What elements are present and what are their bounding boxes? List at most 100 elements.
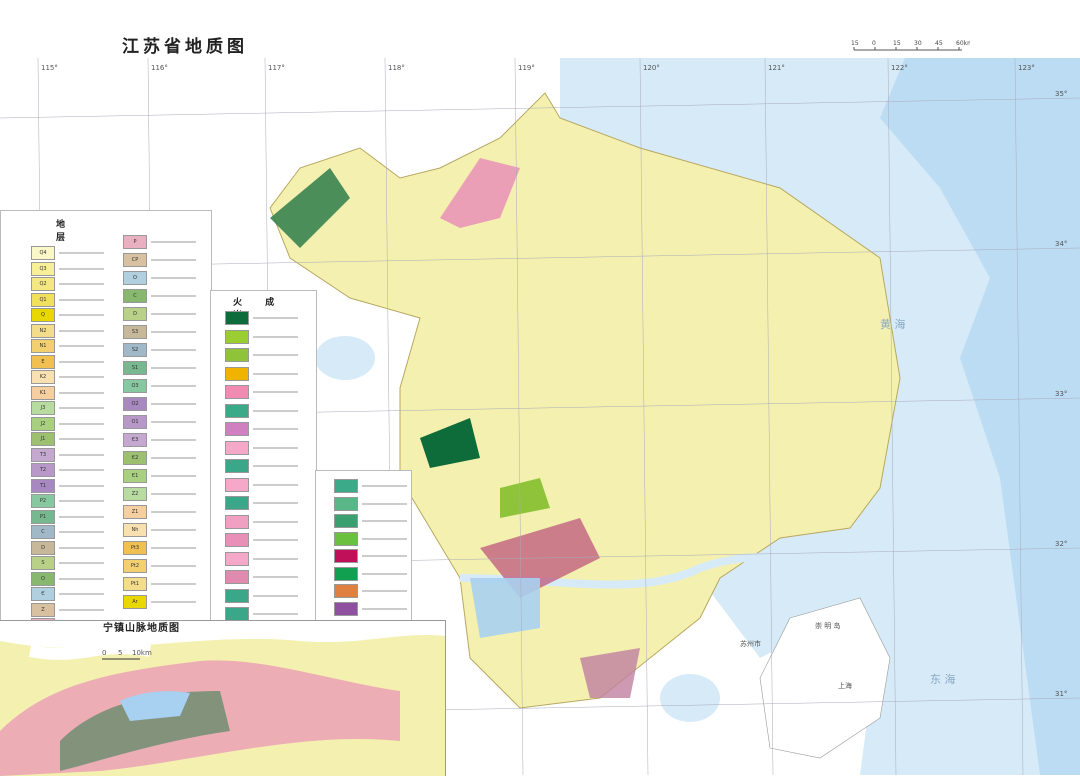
legend-swatch — [334, 549, 358, 563]
legend-description — [253, 520, 298, 523]
legend-swatch: O2 — [123, 397, 147, 411]
legend-swatch: P1 — [31, 509, 55, 524]
legend-swatch — [225, 348, 249, 362]
legend-swatch: S — [31, 556, 55, 570]
legend-description — [253, 539, 298, 541]
legend-description — [253, 354, 298, 356]
legend-description — [362, 485, 407, 487]
inset-title: 宁镇山脉地质图 — [103, 623, 180, 634]
legend-description — [253, 409, 298, 412]
scale-tick-label: 60km — [956, 40, 970, 47]
legend-description — [59, 283, 104, 285]
legend-description — [59, 453, 104, 456]
legend-description — [151, 349, 196, 351]
legend-swatch: E — [31, 354, 55, 369]
legend-swatch: N1 — [31, 339, 55, 353]
legend-description — [151, 511, 196, 513]
legend-swatch: O — [31, 571, 55, 586]
legend-description — [151, 385, 196, 387]
geologic-map[interactable]: 115° 116° 117° 118° 119° 120° 121° 122° 123° 35° 3… — [0, 58, 1080, 775]
legend-description — [59, 376, 104, 378]
legend-description — [253, 317, 298, 319]
legend-description — [59, 267, 104, 270]
legend-swatch — [334, 514, 358, 528]
legend-swatch: Ar — [123, 595, 147, 609]
legend-swatch — [334, 531, 358, 546]
legend-swatch: K1 — [31, 385, 55, 400]
legend-swatch: Q4 — [31, 246, 55, 260]
legend-swatch: C — [31, 525, 55, 539]
legend-description — [59, 407, 104, 409]
legend-description — [151, 295, 196, 297]
legend-swatch: S2 — [123, 343, 147, 357]
legend-swatch — [225, 588, 249, 603]
legend-swatch: Q3 — [31, 261, 55, 276]
legend-description — [151, 457, 196, 459]
legend-swatch: J2 — [31, 416, 55, 431]
longitude-label: 120° — [643, 64, 660, 72]
legend-swatch: J1 — [31, 432, 55, 446]
legend-description — [59, 531, 104, 533]
legend-swatch: Q — [31, 308, 55, 322]
legend-description — [59, 593, 104, 595]
legend-description — [253, 594, 298, 597]
sea — [560, 58, 1080, 775]
city-label: 苏州市 — [740, 639, 761, 648]
inset-scale-10: 10km — [132, 649, 152, 657]
shanghai-land — [759, 597, 891, 759]
legend-description — [253, 372, 298, 375]
legend-description — [253, 335, 298, 338]
legend-description — [59, 314, 104, 316]
meridian-line — [764, 58, 774, 775]
legend-description — [151, 403, 196, 405]
legend-swatch: Q2 — [31, 277, 55, 291]
legend-swatch: O — [123, 271, 147, 285]
longitude-label: 122° — [891, 64, 908, 72]
legend-swatch: P — [123, 235, 147, 249]
legend-swatch — [225, 607, 249, 621]
legend-description — [59, 329, 104, 332]
scale-tick-label: 45 — [935, 40, 943, 47]
longitude-label: 116° — [151, 64, 168, 72]
legend-swatch: J3 — [31, 401, 55, 415]
legend-swatch — [225, 366, 249, 381]
legend-description — [151, 583, 196, 585]
scale-bar: 15 0 15 30 45 60km — [851, 40, 970, 51]
latitude-label: 33° — [1055, 390, 1067, 398]
meridian-line — [1014, 58, 1024, 775]
legend-swatch: Z1 — [123, 505, 147, 519]
deep-sea — [880, 58, 1080, 775]
legend-description — [253, 391, 298, 393]
legend-description — [151, 421, 196, 423]
legend-description — [362, 537, 407, 540]
legend-description — [59, 252, 104, 254]
legend-description — [59, 345, 104, 347]
legend-swatch — [225, 403, 249, 418]
legend-description — [59, 608, 104, 611]
legend-description — [59, 391, 104, 394]
legend-swatch: S3 — [123, 325, 147, 339]
legend-description — [362, 590, 407, 592]
legend-swatch: C — [123, 289, 147, 303]
ningzhen-inset-map[interactable]: 0 5 10km 宁镇山脉地质图 — [0, 620, 446, 776]
legend-description — [59, 469, 104, 471]
longitude-label: 119° — [518, 64, 535, 72]
legend-description — [151, 277, 196, 279]
legend-description — [253, 483, 298, 486]
legend-swatch — [225, 514, 249, 529]
legend-description — [59, 360, 104, 363]
scale-tick-label: 30 — [914, 40, 922, 47]
legend-swatch: Z — [31, 602, 55, 617]
strata-legend-title: 地 层 — [56, 220, 126, 243]
shanghai-label: 上海 — [838, 681, 852, 690]
scale-tick-label: 15 — [851, 40, 859, 47]
inset-scale-0: 0 — [102, 649, 106, 657]
legend-swatch: Z2 — [123, 487, 147, 501]
legend-description — [362, 572, 407, 575]
legend-description — [59, 515, 104, 518]
legend-description — [151, 241, 196, 243]
legend-description — [151, 367, 196, 369]
legend-swatch — [225, 422, 249, 436]
legend-description — [253, 465, 298, 467]
legend-swatch — [225, 570, 249, 584]
